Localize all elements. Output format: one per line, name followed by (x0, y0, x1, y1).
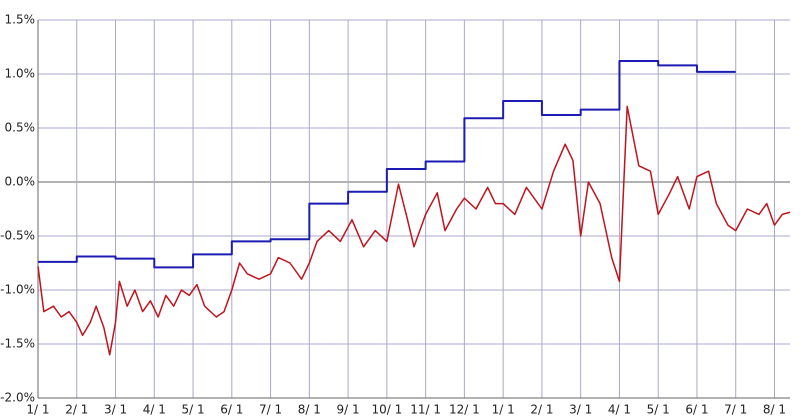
x-tick-label: 5/ 1 (181, 403, 204, 417)
y-tick-label: 0.0% (5, 175, 36, 189)
y-tick-label: -1.5% (0, 337, 35, 351)
x-tick-label: 1/ 1 (26, 403, 49, 417)
y-tick-label: -2.0% (0, 391, 35, 405)
x-tick-label: 9/ 1 (337, 403, 360, 417)
x-tick-label: 5/ 1 (647, 403, 670, 417)
x-tick-label: 3/ 1 (569, 403, 592, 417)
x-tick-label: 7/ 1 (724, 403, 747, 417)
x-tick-label: 4/ 1 (608, 403, 631, 417)
x-tick-label: 1/ 1 (492, 403, 515, 417)
x-tick-label: 10/ 1 (371, 403, 402, 417)
series-line (37, 105, 791, 356)
y-tick-label: 1.5% (5, 13, 36, 27)
x-tick-label: 3/ 1 (104, 403, 127, 417)
x-tick-label: 8/ 1 (298, 403, 321, 417)
x-tick-label: 7/ 1 (259, 403, 282, 417)
x-tick-label: 12/ 1 (449, 403, 480, 417)
y-tick-label: -0.5% (0, 229, 35, 243)
x-tick-label: 8/ 1 (763, 403, 786, 417)
x-tick-label: 4/ 1 (143, 403, 166, 417)
y-tick-label: 0.5% (5, 121, 36, 135)
x-tick-label: 6/ 1 (220, 403, 243, 417)
y-tick-label: 1.0% (5, 67, 36, 81)
x-tick-label: 11/ 1 (410, 403, 441, 417)
x-tick-label: 6/ 1 (685, 403, 708, 417)
x-tick-label: 2/ 1 (530, 403, 553, 417)
y-tick-label: -1.0% (0, 283, 35, 297)
x-tick-label: 2/ 1 (65, 403, 88, 417)
series-line (38, 60, 736, 269)
